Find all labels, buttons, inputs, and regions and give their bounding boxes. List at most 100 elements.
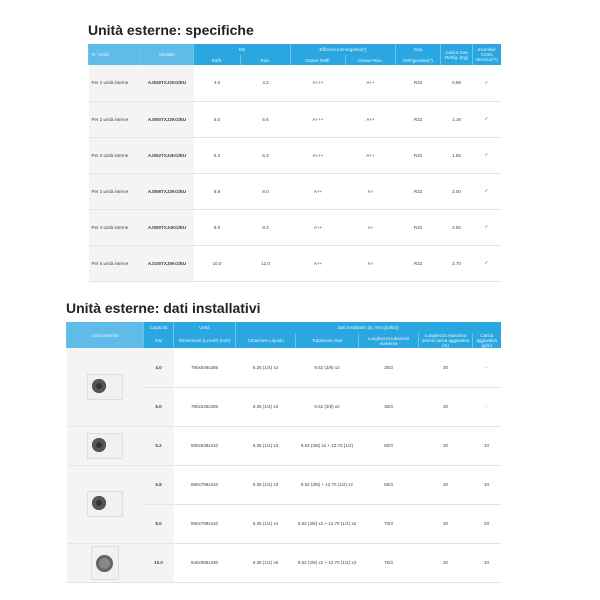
outdoor-unit-small-image [87,373,123,400]
no-charge-length-cell: 30 [418,504,473,544]
incentive-check-cell: ✓ [472,173,501,210]
incentive-check-cell: ✓ [472,137,501,174]
heating-class-cell: A++ [345,101,396,138]
refrigerant-cell: R32 [395,137,441,174]
liquid-pipe-cell: 6.35 (1/4) x3 [235,426,296,466]
header-incentives: Incentivi/ Conto Termico(**) [472,44,501,65]
model-cell: AJ052TXJ3KG/EU [140,137,194,174]
outdoor-unit-image-cell [66,543,144,583]
heating-kw-cell: 6.3 [240,137,291,174]
capacity-cell: 5.0 [143,387,174,427]
capacity-cell: 4.0 [143,348,174,388]
cooling-kw-cell: 8.0 [193,209,241,246]
no-charge-length-cell: 30 [418,387,473,427]
heating-kw-cell: 9.3 [240,209,291,246]
table-row: 10.0 940x998x330 6.35 (1/4) x5 9.52 (3/8) x… [66,543,501,583]
header-eff-cool: Classe Raffr. [290,55,346,65]
header-eff-heat: Classe Risc. [344,55,396,65]
cooling-class-cell: A+++ [290,65,346,102]
header-model: Modello [140,44,194,65]
heating-kw-cell: 8.0 [240,173,291,210]
extra-charge-cell: 20 [472,504,501,544]
liquid-pipe-cell: 6.35 (1/4) x4 [235,504,296,544]
dimensions-cell: 880x798x310 [173,465,236,505]
unit-count-cell: Per 4 unità interne [88,209,141,246]
extra-charge-cell: 10 [472,465,501,505]
cooling-class-cell: A++ [290,209,346,246]
outdoor-unit-xl-image [91,545,119,580]
cooling-class-cell: A+++ [290,101,346,138]
capacity-cell: 10.0 [143,543,174,583]
capacity-cell: 8.0 [143,504,174,544]
cooling-class-cell: A+++ [290,137,346,174]
cooling-kw-cell: 4.0 [193,65,241,102]
table-row: 5.2 880x638x310 6.35 (1/4) x3 9.52 (3/8) x2… [66,426,501,466]
heating-kw-cell: 4.2 [240,65,291,102]
unit-count-cell: Per 2 unità interne [88,101,141,138]
refrigerant-cell: R32 [395,173,441,210]
cooling-class-cell: A++ [290,173,346,210]
model-cell: AJ080TXJ4KG/EU [140,209,194,246]
table-row: 5.0 790x548x285 6.35 (1/4) x2 9.52 (3/8) x2… [67,387,501,427]
incentive-check-cell: ✓ [472,65,501,102]
header-kw: kW [193,44,291,55]
dimensions-cell: 790x548x285 [173,348,236,388]
cooling-kw-cell: 10.0 [193,245,241,282]
dimensions-cell: 940x998x330 [173,543,236,583]
specs-title: Unità esterne: specifiche [88,22,254,38]
cooling-kw-cell: 5.0 [193,101,241,138]
model-cell: AJ040TXJ2KG/EU [140,65,194,102]
outdoor-unit-large-image [87,491,123,517]
gas-pipe-cell: 9.52 (3/8) x2 + 12.70 (1/2) x3 [295,543,359,583]
liquid-pipe-cell: 6.35 (1/4) x5 [235,543,296,583]
install-table: Unità Esterne Capacità Unità Dati instal… [66,322,501,583]
outdoor-unit-image-cell [66,426,144,466]
install-title: Unità esterne: dati installativi [66,300,261,316]
header-extra-charge: Carica aggiuntiva (g/m) [471,333,501,348]
dimensions-cell: 880x798x310 [173,504,236,544]
unit-count-cell: Per 3 unità interne [88,173,141,210]
specs-table: N° Unità Modello kW Efficienza Energetic… [88,44,501,282]
header-max-length: Lunghezza tubazioni massima [358,333,419,348]
heating-kw-cell: 5.6 [240,101,291,138]
incentive-check-cell: ✓ [472,245,501,282]
heating-kw-cell: 12.0 [240,245,291,282]
no-charge-length-cell: 30 [418,543,473,583]
gas-pipe-cell: 9.52 (3/8) + 12.70 (1/2) x2 [295,465,359,505]
no-charge-length-cell: 30 [418,465,473,505]
unit-count-cell: Per 3 unità interne [88,137,141,174]
capacity-cell: 5.2 [143,426,174,466]
charge-cell: 2.00 [440,209,473,246]
max-length-cell: 75/3 [358,543,419,583]
header-kw-heat: Risc. [240,55,291,65]
outdoor-unit-medium-image [87,432,123,459]
liquid-pipe-cell: 6.35 (1/4) x2 [235,348,296,388]
header-capacity: Capacità [143,322,174,333]
extra-charge-cell: - [472,348,501,388]
header-no-charge-length: Lunghezza massima senza carica aggiuntiv… [418,333,473,348]
header-efficiency: Efficienza Energetica(*) [289,44,396,55]
unit-count-cell: Per 2 unità interne [88,65,141,102]
max-length-cell: 30/3 [358,348,419,388]
no-charge-length-cell: 30 [418,426,473,466]
header-kw-cool: Raffr. [193,55,241,65]
outdoor-unit-image-cell [66,348,144,427]
outdoor-unit-image-cell [66,465,144,544]
table-row: Per 2 unità interne AJ040TXJ2KG/EU 4.0 4.2 A… [88,65,501,102]
header-liquid-pipe: Tubazione Liquido [235,333,296,348]
unit-count-cell: Per 5 unità interne [88,245,141,282]
refrigerant-cell: R32 [395,245,441,282]
no-charge-length-cell: 30 [418,348,473,388]
charge-cell: 1.55 [440,137,473,174]
extra-charge-cell: 10 [472,426,501,466]
heating-class-cell: A+ [345,173,396,210]
incentive-check-cell: ✓ [472,101,501,138]
header-install-data: Dati installativi (ø, mm (pollici)) [234,322,501,333]
table-row: 4.0 790x548x285 6.35 (1/4) x2 9.52 (3/8) x2… [66,348,501,427]
max-length-cell: 30/3 [358,387,419,427]
gas-pipe-cell: 9.52 (3/8) x2 + 12.70 (1/2) [295,426,359,466]
capacity-cell: 6.8 [143,465,174,505]
table-row: Per 2 unità interne AJ050TXJ2KG/EU 5.0 5.6 A… [88,101,501,138]
table-row: Per 3 unità interne AJ068TXJ3KG/EU 6.8 8.0 A… [88,173,501,210]
heating-class-cell: A+ [345,245,396,282]
